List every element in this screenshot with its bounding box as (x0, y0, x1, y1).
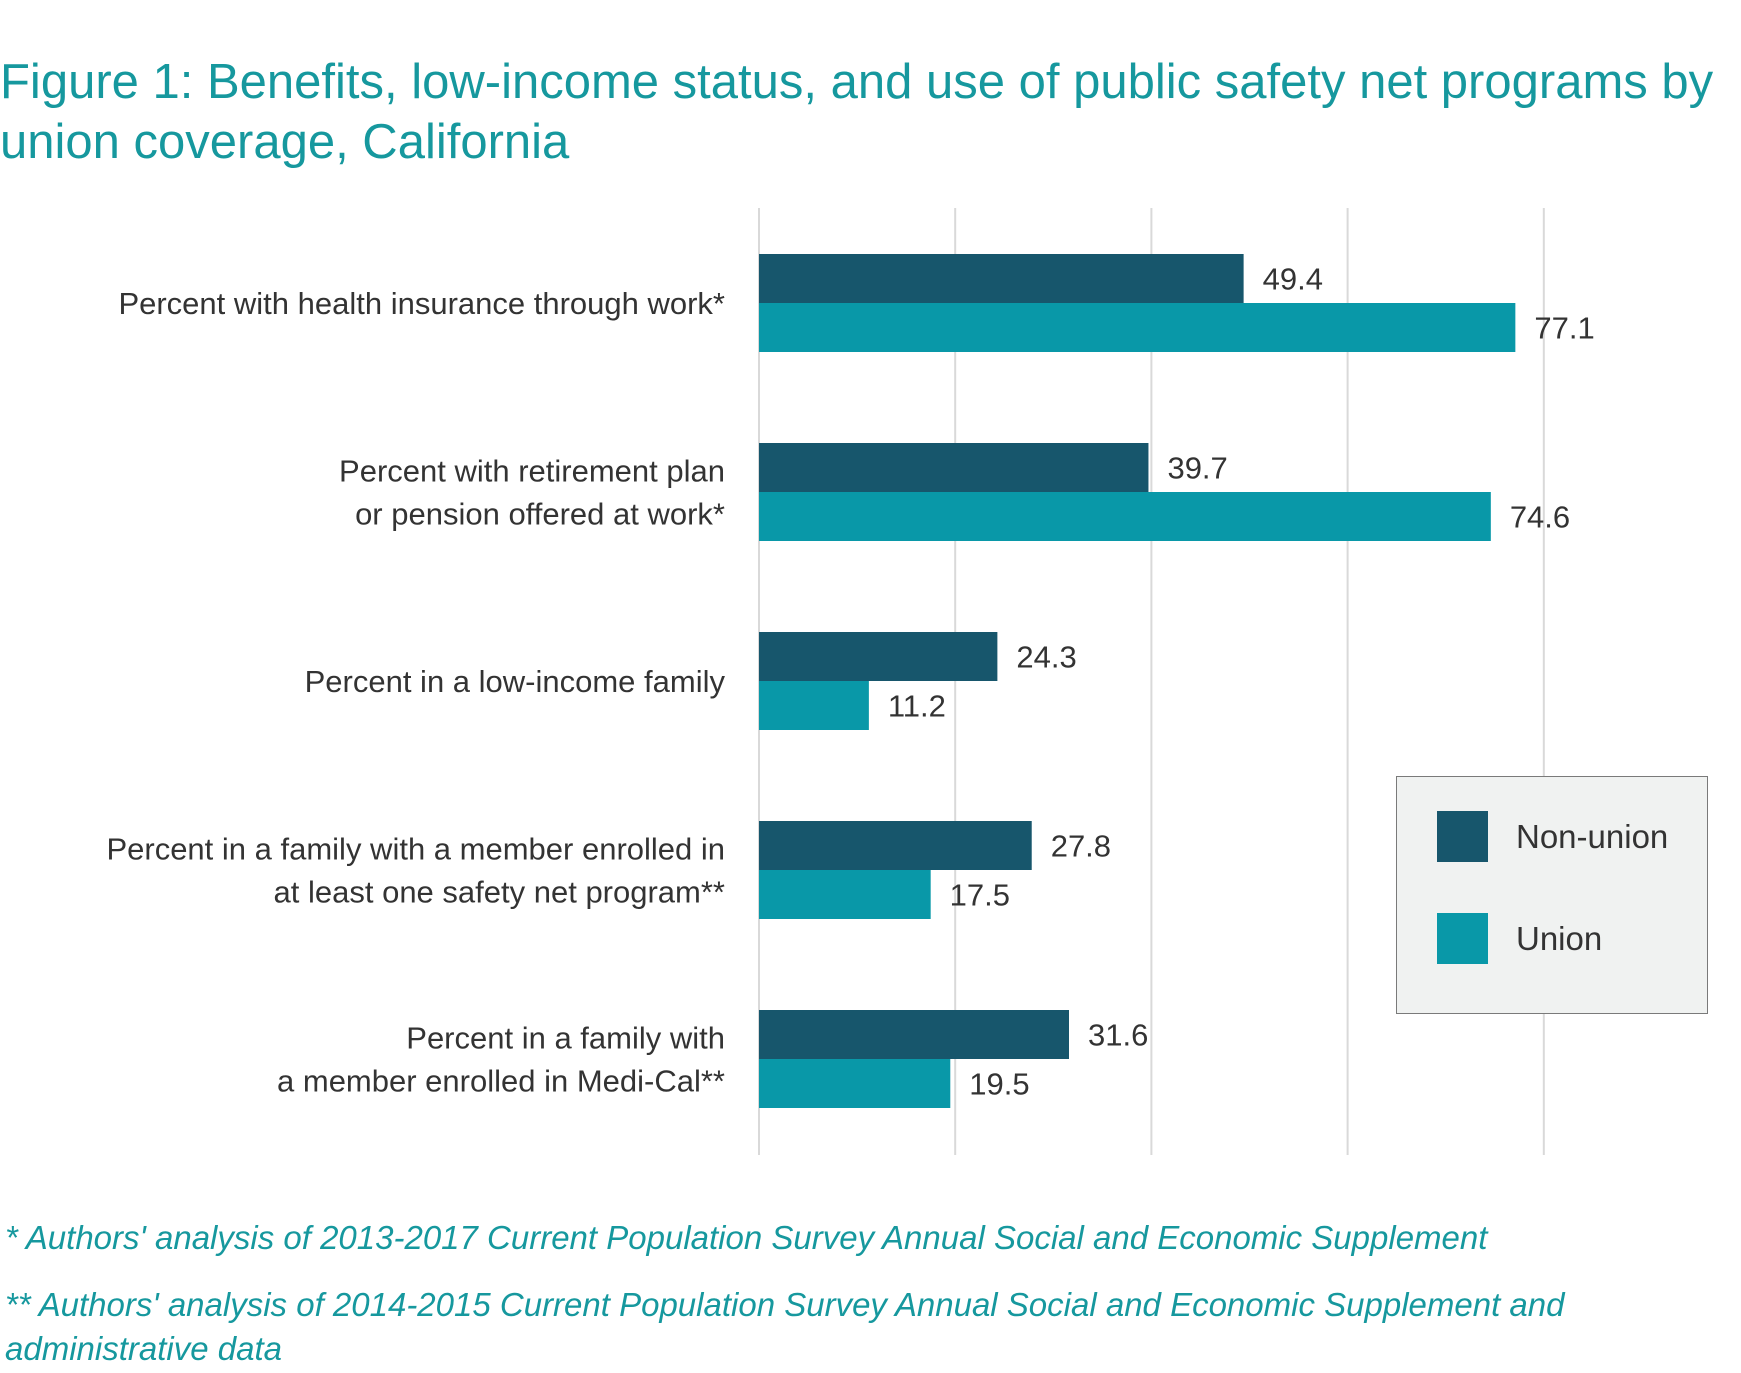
bar-union-1 (759, 492, 1491, 541)
value-label-non-union-2: 24.3 (1016, 640, 1076, 675)
legend-item-non-union: Non-union (1437, 811, 1668, 862)
bar-non-union-1 (759, 443, 1149, 492)
category-label-0: Percent with health insurance through wo… (118, 286, 725, 321)
category-label-4: Percent in a family with a member enrolle… (277, 1021, 725, 1099)
value-label-union-1: 74.6 (1510, 500, 1570, 535)
bar-union-3 (759, 870, 931, 919)
bar-union-4 (759, 1059, 951, 1108)
footnote-1: * Authors' analysis of 2013-2017 Current… (5, 1219, 1488, 1256)
value-label-union-4: 19.5 (969, 1067, 1029, 1102)
bar-union-0 (759, 303, 1516, 352)
value-label-non-union-1: 39.7 (1167, 451, 1227, 486)
chart-title: Figure 1: Benefits, low-income status, a… (0, 55, 1714, 169)
legend-item-union: Union (1437, 913, 1602, 964)
legend: Non-union Union (1396, 776, 1708, 1014)
value-label-union-3: 17.5 (950, 878, 1010, 913)
legend-label-non-union: Non-union (1516, 817, 1669, 855)
bar-non-union-0 (759, 254, 1244, 303)
value-label-union-2: 11.2 (888, 689, 946, 724)
category-label-3: Percent in a family with a member enroll… (106, 832, 725, 910)
value-label-non-union-4: 31.6 (1088, 1018, 1148, 1053)
legend-swatch-non-union (1437, 811, 1488, 862)
value-label-non-union-0: 49.4 (1263, 262, 1323, 297)
bar-non-union-4 (759, 1010, 1069, 1059)
value-label-non-union-3: 27.8 (1051, 829, 1111, 864)
bars (759, 254, 1516, 1108)
legend-label-union: Union (1516, 919, 1603, 957)
category-label-2: Percent in a low-income family (305, 664, 726, 699)
value-label-union-0: 77.1 (1534, 311, 1594, 346)
legend-swatch-union (1437, 913, 1488, 964)
bar-non-union-2 (759, 632, 998, 681)
category-label-1: Percent with retirement plan or pension o… (339, 454, 725, 532)
footnote-2: ** Authors' analysis of 2014-2015 Curren… (5, 1286, 1565, 1367)
bar-union-2 (759, 681, 869, 730)
bar-non-union-3 (759, 821, 1032, 870)
labels: 49.4 77.1 Percent with health insurance th… (106, 262, 1594, 1102)
